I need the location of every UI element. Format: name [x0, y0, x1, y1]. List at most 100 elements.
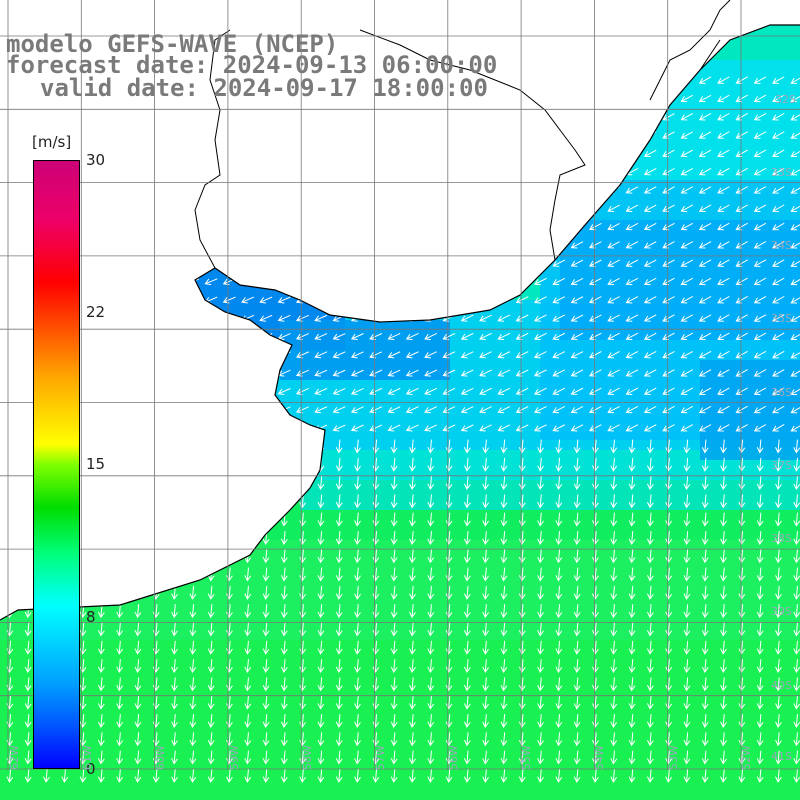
- wind-arrow: [134, 622, 142, 637]
- wind-arrow: [592, 622, 599, 637]
- wind-arrow: [552, 332, 566, 341]
- wind-arrow: [607, 296, 620, 304]
- wind-arrow: [482, 604, 490, 619]
- wind-arrow: [738, 512, 746, 527]
- wind-arrow: [701, 567, 709, 582]
- wind-arrow: [207, 476, 215, 491]
- wind-arrow: [573, 604, 581, 619]
- wind-arrow: [390, 768, 398, 783]
- wind-arrow: [189, 732, 197, 747]
- wind-arrow: [756, 695, 764, 710]
- wind-arrow: [662, 296, 675, 304]
- wind-arrow: [314, 131, 328, 139]
- wind-arrow: [756, 457, 764, 472]
- wind-arrow: [701, 476, 709, 491]
- wind-arrow: [500, 768, 508, 783]
- wind-arrow: [387, 296, 401, 304]
- wind-arrow: [552, 113, 566, 121]
- wind-arrow: [753, 277, 767, 286]
- wind-arrow: [390, 659, 398, 674]
- wind-arrow: [775, 512, 782, 527]
- wind-arrow: [405, 351, 419, 359]
- wind-arrow: [167, 351, 181, 359]
- wind-arrow: [555, 457, 563, 472]
- wind-arrow: [738, 476, 746, 491]
- wind-arrow: [665, 604, 673, 619]
- wind-arrow: [518, 768, 526, 783]
- wind-arrow: [753, 112, 767, 121]
- wind-arrow: [607, 259, 620, 267]
- wind-arrow: [409, 713, 416, 728]
- wind-arrow: [2, 132, 17, 139]
- wind-arrow: [625, 259, 639, 267]
- wind-arrow: [738, 494, 746, 509]
- wind-arrow: [735, 131, 748, 139]
- wind-arrow: [738, 604, 746, 619]
- wind-arrow: [790, 186, 800, 194]
- wind-arrow: [570, 94, 584, 103]
- wind-arrow: [372, 439, 380, 454]
- wind-arrow: [717, 204, 730, 212]
- wind-arrow: [482, 439, 490, 454]
- wind-arrow: [518, 494, 526, 509]
- wind-arrow: [76, 132, 90, 139]
- wind-arrow: [717, 113, 730, 121]
- wind-arrow: [628, 695, 636, 710]
- wind-arrow: [116, 732, 124, 747]
- wind-arrow: [241, 406, 255, 414]
- wind-arrow: [149, 388, 163, 395]
- wind-arrow: [186, 113, 200, 121]
- wind-arrow: [167, 260, 181, 267]
- wind-arrow: [204, 186, 218, 194]
- wind-arrow: [445, 659, 453, 674]
- wind-arrow: [424, 204, 437, 212]
- wind-arrow: [790, 112, 800, 121]
- wind-arrow: [460, 387, 474, 395]
- wind-arrow: [387, 351, 401, 359]
- wind-arrow: [515, 223, 529, 231]
- wind-arrow: [756, 677, 764, 692]
- wind-arrow: [537, 732, 544, 747]
- wind-arrow: [152, 567, 160, 582]
- wind-arrow: [790, 204, 800, 212]
- wind-arrow: [94, 424, 108, 432]
- wind-arrow: [372, 640, 380, 655]
- wind-arrow: [409, 768, 416, 783]
- wind-arrow: [717, 259, 730, 267]
- wind-arrow: [790, 424, 800, 432]
- wind-arrow: [720, 768, 727, 783]
- wind-arrow: [683, 750, 691, 765]
- wind-arrow: [607, 351, 620, 359]
- wind-arrow: [171, 659, 178, 674]
- wind-arrow: [335, 439, 343, 454]
- wind-arrow: [149, 333, 163, 341]
- wind-arrow: [698, 369, 712, 377]
- wind-arrow: [167, 314, 181, 322]
- wind-arrow: [299, 604, 307, 619]
- wind-arrow: [588, 387, 602, 395]
- lon-label: 57W: [374, 745, 387, 770]
- wind-arrow: [662, 314, 675, 322]
- wind-arrow: [445, 585, 453, 600]
- wind-arrow: [573, 439, 581, 454]
- wind-arrow: [717, 405, 730, 414]
- wind-arrow: [152, 494, 160, 509]
- wind-arrow: [588, 186, 602, 194]
- wind-arrow: [555, 695, 563, 710]
- wind-arrow: [665, 530, 673, 545]
- lon-label: 59W: [228, 745, 241, 770]
- wind-arrow: [189, 750, 197, 765]
- wind-arrow: [607, 94, 620, 103]
- wind-arrow: [607, 131, 620, 139]
- wind-arrow: [592, 713, 599, 728]
- wind-arrow: [518, 439, 526, 454]
- wind-arrow: [610, 585, 618, 600]
- wind-arrow: [665, 713, 673, 728]
- wind-arrow: [405, 406, 419, 414]
- wind-arrow: [442, 186, 456, 194]
- wind-arrow: [226, 640, 233, 655]
- wind-arrow: [592, 695, 599, 710]
- wind-arrow: [226, 530, 233, 545]
- wind-arrow: [131, 388, 145, 395]
- wind-arrow: [790, 167, 800, 176]
